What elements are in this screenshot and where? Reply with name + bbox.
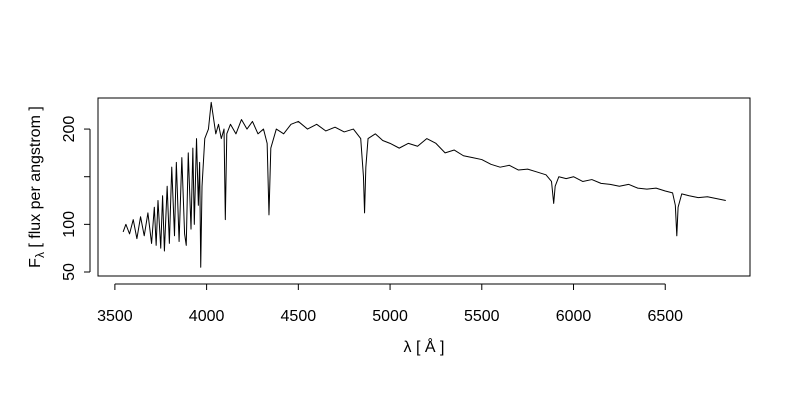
x-tick-label: 5000 [372, 308, 408, 325]
y-axis-label: Fλ [ flux per angstrom ] [27, 106, 47, 268]
y-label-sub: λ [33, 252, 47, 258]
spectrum-line [122, 101, 726, 268]
x-tick-label: 5500 [464, 308, 500, 325]
x-tick-label: 6000 [556, 308, 592, 325]
y-tick-label: 50 [61, 263, 78, 281]
y-label-rest: [ flux per angstrom ] [27, 106, 44, 252]
x-tick-label: 4500 [281, 308, 317, 325]
x-tick-label: 4000 [189, 308, 225, 325]
x-axis-label: λ [ Å ] [404, 337, 445, 356]
y-label-main: F [27, 258, 44, 268]
y-tick-label: 200 [61, 116, 78, 143]
y-tick-label: 100 [61, 211, 78, 238]
plot-box [97, 97, 751, 277]
x-tick-label: 6500 [647, 308, 683, 325]
x-tick-label: 3500 [97, 308, 133, 325]
